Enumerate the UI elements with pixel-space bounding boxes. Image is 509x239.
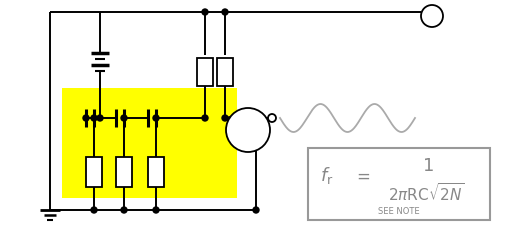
Circle shape [83, 115, 89, 121]
Circle shape [222, 9, 228, 15]
Text: $f_{\mathrm{r}}$: $f_{\mathrm{r}}$ [320, 165, 333, 186]
Circle shape [121, 207, 127, 213]
Circle shape [421, 5, 443, 27]
Bar [86, 157, 102, 187]
Text: $1$: $1$ [422, 157, 434, 175]
Circle shape [226, 108, 270, 152]
Bar [197, 58, 213, 86]
Circle shape [268, 114, 276, 122]
Circle shape [153, 115, 159, 121]
Circle shape [222, 115, 228, 121]
Text: $=$: $=$ [353, 167, 371, 185]
Text: $2\pi\mathrm{RC}\sqrt{2N}$: $2\pi\mathrm{RC}\sqrt{2N}$ [388, 182, 464, 204]
Bar [116, 157, 132, 187]
Circle shape [91, 207, 97, 213]
Bar [308, 148, 490, 220]
Circle shape [153, 207, 159, 213]
Bar [148, 157, 164, 187]
Text: $+$: $+$ [427, 10, 438, 22]
Text: SEE NOTE: SEE NOTE [378, 206, 420, 216]
Circle shape [121, 115, 127, 121]
Bar [62, 88, 237, 198]
Circle shape [97, 115, 103, 121]
Circle shape [91, 115, 97, 121]
Circle shape [253, 207, 259, 213]
Bar [217, 58, 233, 86]
Circle shape [202, 115, 208, 121]
Circle shape [202, 9, 208, 15]
